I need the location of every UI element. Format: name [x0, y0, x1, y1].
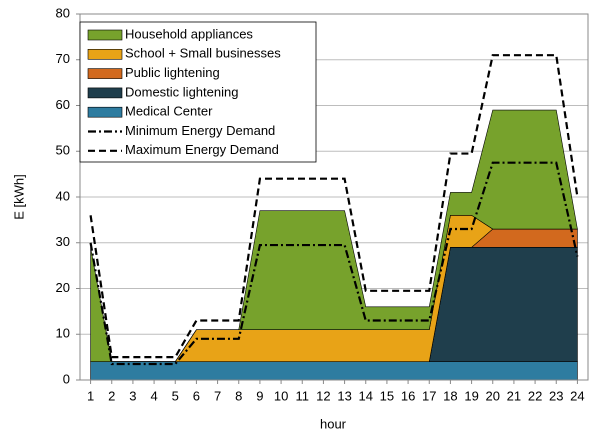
legend-swatch [87, 48, 123, 60]
x-tick-label: 6 [193, 388, 200, 403]
legend-label: Maximum Energy Demand [125, 142, 279, 157]
y-tick-label: 70 [56, 51, 70, 66]
x-tick-label: 16 [401, 388, 415, 403]
x-tick-label: 21 [507, 388, 521, 403]
x-tick-label: 18 [443, 388, 457, 403]
legend-swatch [87, 87, 123, 99]
x-tick-label: 7 [214, 388, 221, 403]
x-tick-label: 13 [337, 388, 351, 403]
legend-label: Medical Center [125, 104, 213, 119]
legend-swatch [87, 29, 123, 41]
y-tick-label: 30 [56, 234, 70, 249]
y-tick-label: 80 [56, 5, 70, 20]
x-tick-label: 5 [172, 388, 179, 403]
legend: Household appliances School + Small busin… [79, 21, 317, 163]
x-tick-label: 9 [256, 388, 263, 403]
legend-label: Minimum Energy Demand [125, 123, 275, 138]
y-tick-label: 60 [56, 97, 70, 112]
legend-label: Public lightening [125, 65, 220, 80]
x-tick-label: 12 [316, 388, 330, 403]
y-tick-label: 40 [56, 188, 70, 203]
y-axis-label: E [kWh] [11, 174, 26, 220]
demand-line [89, 54, 579, 359]
legend-label: School + Small businesses [125, 46, 281, 61]
legend-swatch [87, 106, 123, 118]
x-tick-label: 1 [87, 388, 94, 403]
x-tick-label: 2 [108, 388, 115, 403]
area [90, 109, 578, 362]
x-axis-label: hour [320, 416, 347, 431]
y-tick-label: 20 [56, 280, 70, 295]
plot-frame [79, 13, 589, 381]
x-tick-label: 17 [422, 388, 436, 403]
x-tick-label: 23 [549, 388, 563, 403]
x-tick-label: 3 [129, 388, 136, 403]
area [90, 361, 578, 381]
x-tick-label: 10 [274, 388, 288, 403]
y-tick-label: 50 [56, 143, 70, 158]
x-tick-label: 4 [150, 388, 157, 403]
x-tick-label: 14 [359, 388, 373, 403]
x-tick-label: 19 [464, 388, 478, 403]
x-tick-label: 22 [528, 388, 542, 403]
x-tick-label: 15 [380, 388, 394, 403]
x-tick-label: 8 [235, 388, 242, 403]
y-tick-label: 10 [56, 326, 70, 341]
x-tick-label: 20 [486, 388, 500, 403]
x-tick-label: 24 [570, 388, 584, 403]
legend-swatch [87, 68, 123, 79]
y-tick-label: 0 [63, 371, 70, 386]
legend-label: Household appliances [125, 26, 253, 41]
x-tick-label: 11 [296, 388, 310, 403]
legend-label: Domestic lightening [125, 84, 238, 99]
demand-line [89, 161, 579, 366]
